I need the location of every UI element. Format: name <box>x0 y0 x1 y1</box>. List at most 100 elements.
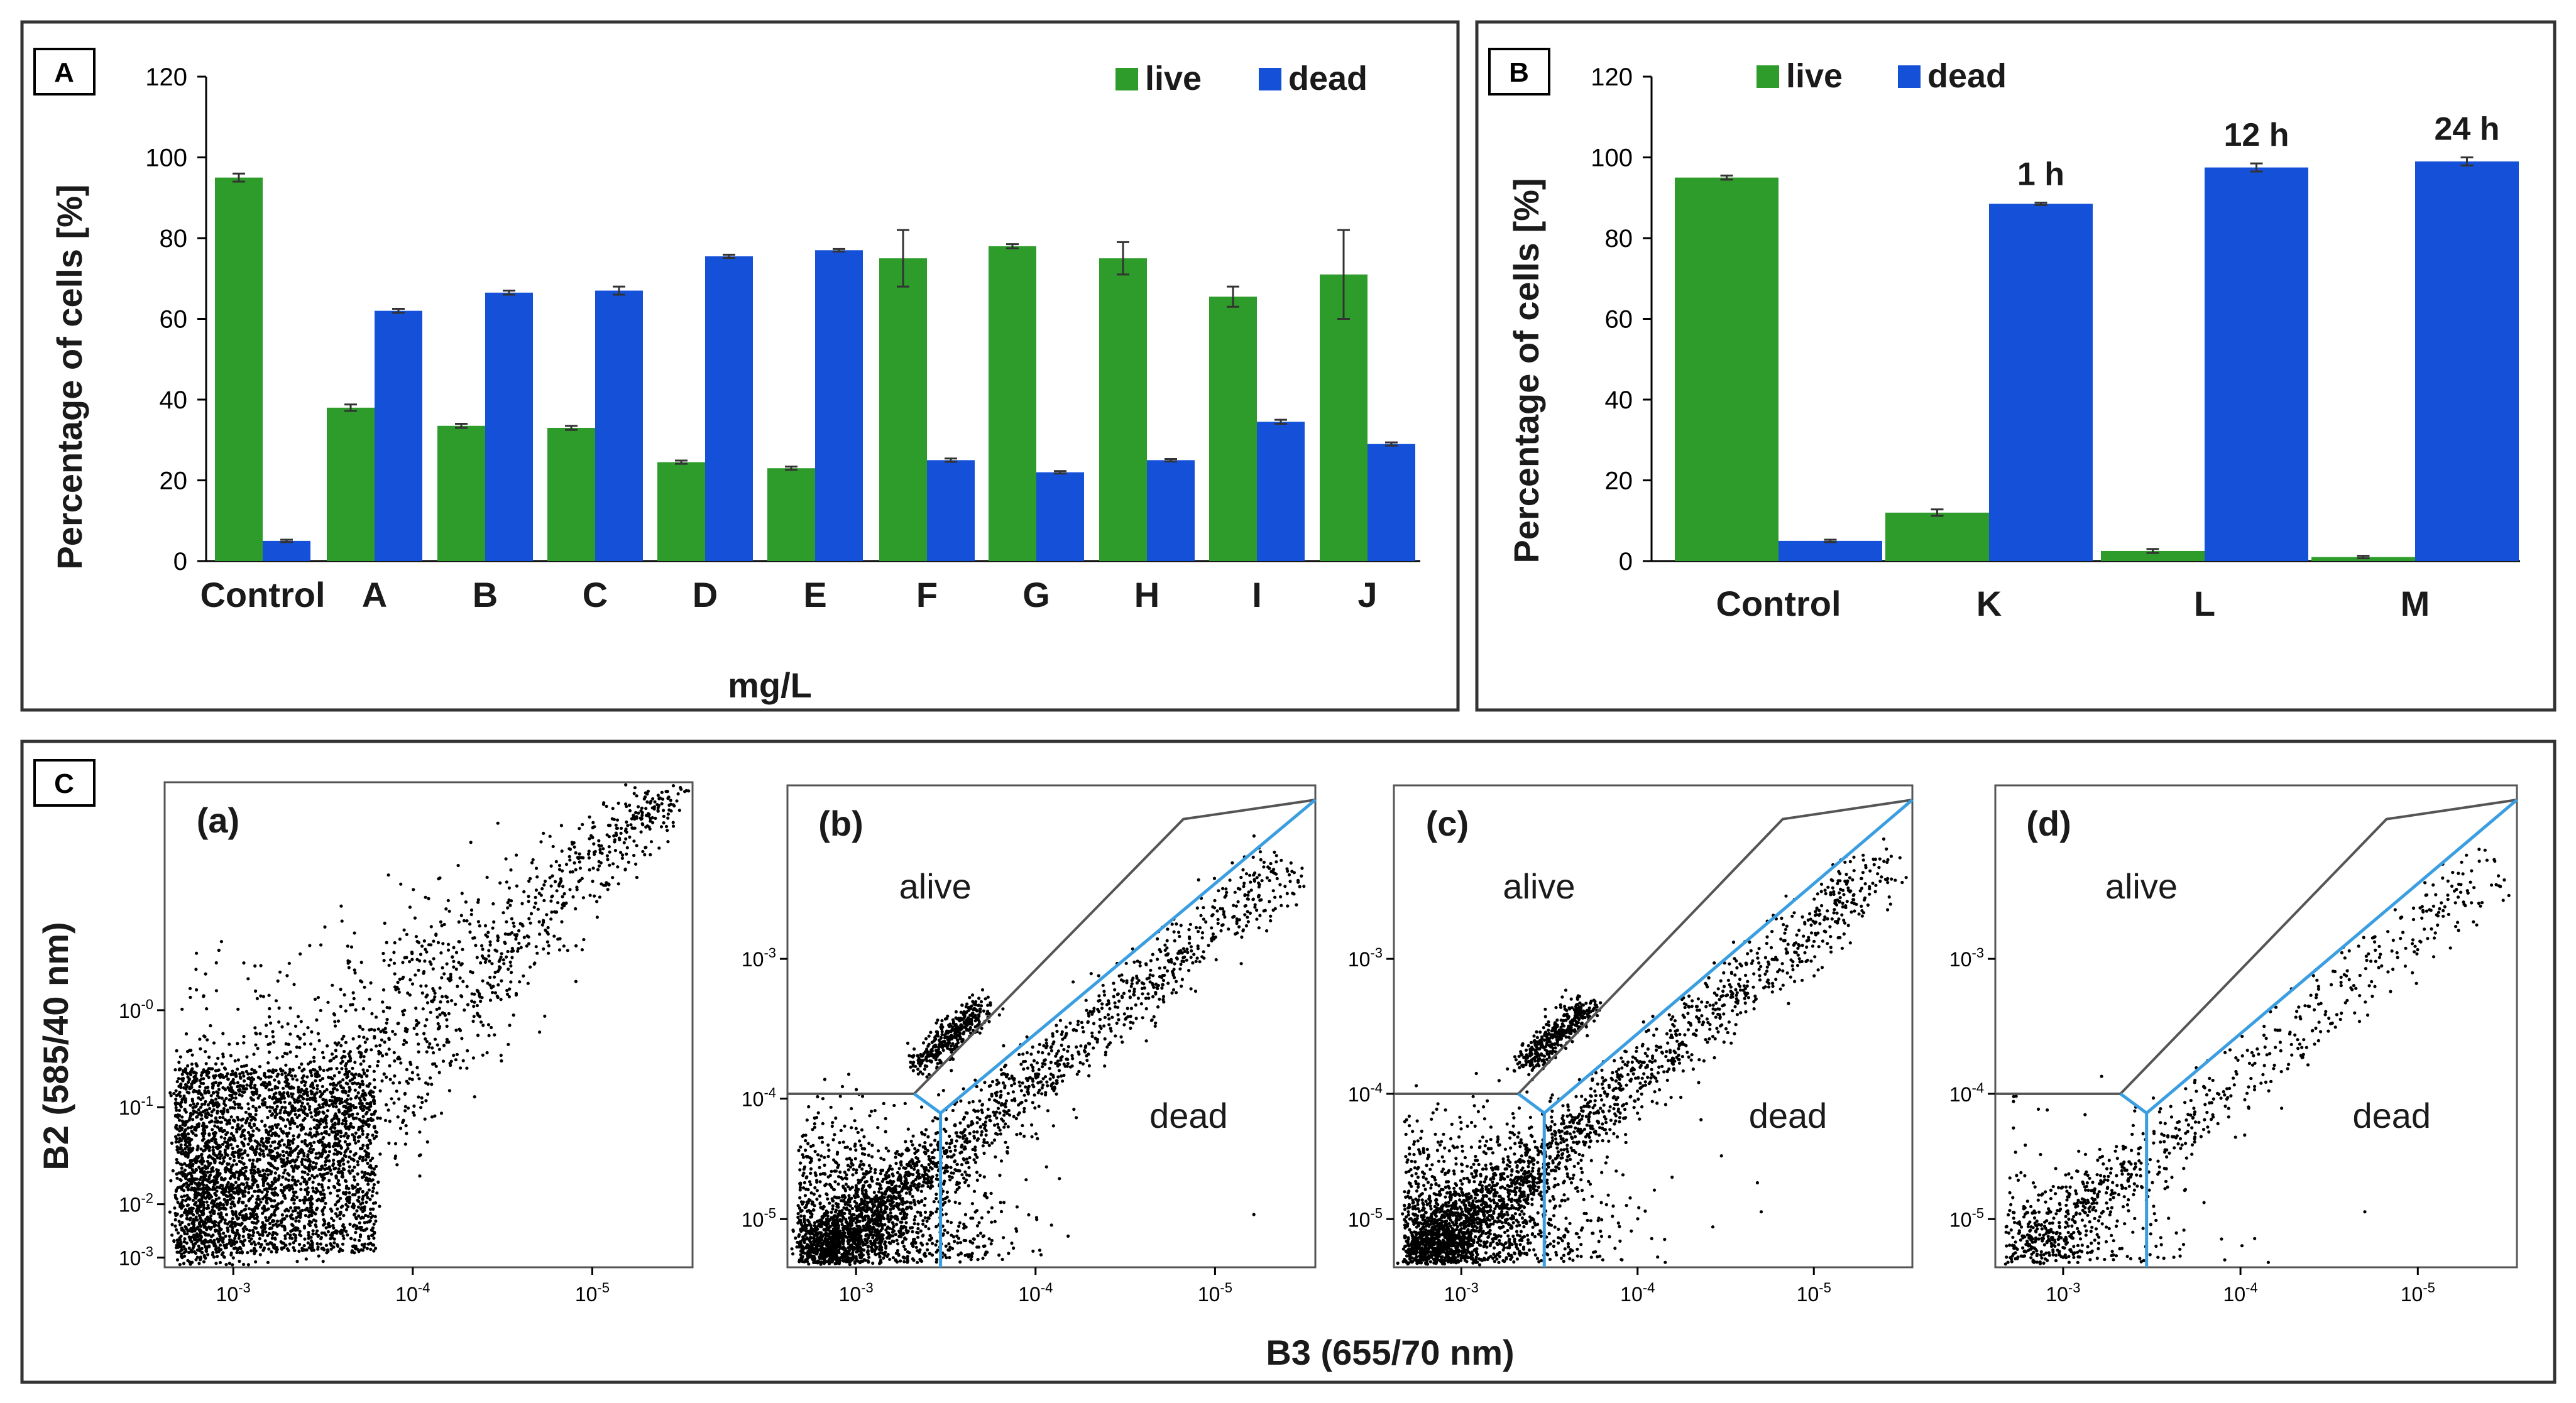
data-point <box>293 1164 297 1168</box>
data-point <box>405 1132 408 1135</box>
data-point <box>321 1213 325 1216</box>
data-point <box>353 1238 357 1242</box>
data-point <box>324 1114 329 1118</box>
data-point <box>329 1191 332 1195</box>
data-point <box>325 1088 329 1091</box>
data-point <box>445 1024 449 1028</box>
data-point <box>202 1175 206 1179</box>
data-point <box>535 875 539 879</box>
data-point <box>667 808 671 812</box>
data-point <box>371 1207 375 1211</box>
data-point <box>296 1034 300 1038</box>
data-point <box>975 1171 979 1174</box>
data-point <box>607 845 611 849</box>
data-point <box>669 799 672 802</box>
data-point <box>280 1221 283 1225</box>
y-tick-label: 60 <box>160 306 188 334</box>
data-point <box>368 1138 372 1142</box>
data-point <box>288 1160 292 1164</box>
data-point <box>187 1260 191 1264</box>
data-point <box>189 1070 193 1074</box>
data-point <box>1265 876 1269 880</box>
data-point <box>516 949 520 953</box>
data-point <box>187 1223 191 1226</box>
data-point <box>476 898 480 902</box>
data-point <box>275 1156 279 1160</box>
data-point <box>1056 1064 1060 1068</box>
data-point <box>348 1088 352 1091</box>
data-point <box>529 876 532 880</box>
data-point <box>208 1120 212 1124</box>
data-point <box>333 1126 337 1130</box>
data-point <box>461 947 464 951</box>
data-point <box>417 1050 420 1054</box>
data-point <box>189 1159 192 1162</box>
data-point <box>625 804 628 809</box>
data-point <box>656 809 660 813</box>
data-point <box>458 976 462 980</box>
data-point <box>368 997 371 1001</box>
data-point <box>174 1089 178 1093</box>
data-point <box>246 1154 249 1157</box>
data-point <box>530 861 534 865</box>
data-point <box>496 969 500 973</box>
data-point <box>204 1240 207 1244</box>
data-point <box>329 1067 333 1071</box>
bar-dead-B <box>485 292 533 561</box>
category-label: E <box>803 575 826 614</box>
data-point <box>320 1183 324 1187</box>
data-point <box>347 1127 351 1131</box>
data-point <box>343 1179 348 1182</box>
data-point <box>288 1143 292 1147</box>
data-point <box>246 1142 250 1146</box>
data-point <box>256 1220 260 1223</box>
data-point <box>336 1244 340 1248</box>
data-point <box>201 1186 205 1190</box>
data-point <box>268 1007 271 1010</box>
data-point <box>177 1133 180 1137</box>
data-point <box>374 1219 378 1223</box>
data-point <box>556 901 560 905</box>
data-point <box>446 898 450 902</box>
y-tick-exponent: -3 <box>141 1244 153 1260</box>
data-point <box>194 968 198 971</box>
data-point <box>439 951 443 955</box>
data-point <box>424 984 428 988</box>
data-point <box>214 1142 218 1145</box>
data-point <box>295 1045 299 1049</box>
data-point <box>1156 937 1159 941</box>
data-point <box>356 1205 361 1209</box>
data-point <box>635 875 639 880</box>
data-point <box>320 1164 324 1168</box>
data-point <box>175 1258 180 1262</box>
data-point <box>434 932 438 936</box>
data-point <box>1022 1067 1026 1071</box>
data-point <box>180 1115 184 1119</box>
y-tick-label: 120 <box>1591 63 1633 91</box>
data-point <box>253 964 257 968</box>
data-point <box>567 854 571 858</box>
data-point <box>446 977 450 981</box>
data-point <box>291 1077 295 1081</box>
data-point <box>189 1208 193 1211</box>
data-point <box>206 1111 210 1115</box>
data-point <box>232 1081 236 1085</box>
data-point <box>469 912 473 917</box>
data-point <box>214 961 218 964</box>
data-point <box>334 1203 337 1207</box>
category-label: J <box>1357 575 1377 614</box>
data-point <box>448 1061 452 1065</box>
data-point <box>227 1235 231 1238</box>
data-point <box>245 1181 249 1185</box>
data-point <box>269 1144 273 1148</box>
data-point <box>441 966 444 969</box>
data-point <box>637 811 640 815</box>
data-point <box>578 852 581 856</box>
data-point <box>332 1184 336 1188</box>
data-point <box>385 1052 388 1056</box>
data-point <box>403 1092 407 1096</box>
data-point <box>302 1067 306 1071</box>
data-point <box>192 1223 196 1227</box>
data-point <box>214 1097 218 1101</box>
data-point <box>258 1253 262 1257</box>
